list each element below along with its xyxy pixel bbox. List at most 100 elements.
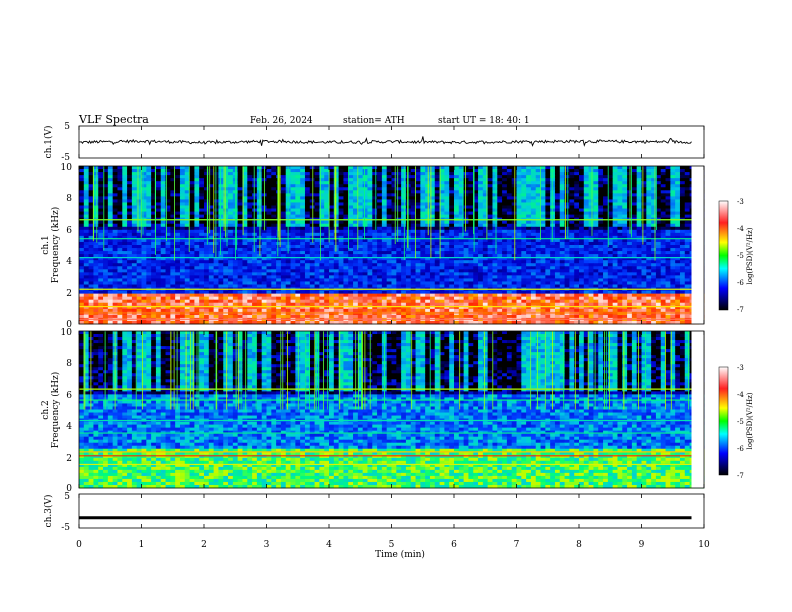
spectrogram-cell: [151, 229, 157, 234]
spectrogram-cell: [675, 202, 681, 206]
spectrogram-cell: [607, 220, 614, 225]
spectrogram-cell: [530, 172, 537, 176]
spectrogram-cell: [252, 235, 258, 240]
spectrogram-cell: [242, 178, 248, 182]
spectrogram-cell: [184, 172, 190, 176]
spectrogram-cell: [112, 205, 118, 209]
spectrogram-cell: [583, 208, 590, 212]
spectrogram-cell: [487, 241, 493, 246]
spectrogram-cell: [506, 272, 513, 276]
spectrogram-cell: [160, 272, 166, 276]
spectrogram-cell: [170, 235, 176, 240]
spectrogram-cell: [463, 181, 469, 185]
spectrogram-cell: [179, 190, 186, 194]
spectrogram-cell: [184, 257, 190, 261]
spectrogram-cell: [228, 211, 234, 216]
spectrogram-cell: [554, 278, 561, 282]
spectrogram-cell: [189, 187, 195, 191]
spectrogram-cell: [468, 257, 474, 261]
spectrogram-cell: [646, 181, 652, 185]
spectrogram-cell: [261, 275, 267, 279]
spectrogram-cell: [665, 266, 671, 270]
spectrogram-cell: [478, 220, 484, 225]
spectrogram-cell: [526, 266, 532, 270]
spectrogram-cell: [550, 196, 556, 200]
spectrogram-cell: [401, 166, 407, 170]
spectrogram-cell: [184, 235, 190, 240]
spectrogram-cell: [386, 184, 392, 188]
spectrogram-cell: [598, 257, 604, 261]
spectrogram-cell: [381, 187, 388, 191]
spectrogram-cell: [660, 175, 666, 179]
spectrogram-cell: [550, 254, 556, 258]
spectrogram-cell: [204, 193, 210, 197]
spectrogram-cell: [458, 169, 465, 173]
spectrogram-cell: [588, 166, 594, 170]
spectrogram-cell: [189, 275, 195, 279]
spectrogram-cell: [506, 226, 513, 231]
spectrogram-cell: [583, 196, 590, 200]
spectrogram-cell: [348, 175, 354, 179]
spectrogram-cell: [444, 205, 450, 209]
spectrogram-cell: [170, 263, 176, 267]
spectrogram-cell: [377, 169, 383, 173]
spectrogram-cell: [146, 269, 152, 273]
spectrogram-cell: [276, 272, 282, 276]
spectrogram-cell: [631, 260, 638, 264]
spectrogram-cell: [660, 254, 666, 258]
spectrogram-cell: [449, 205, 455, 209]
spectrogram-cell: [146, 211, 152, 216]
spectrogram-cell: [550, 211, 556, 216]
spectrogram-cell: [372, 184, 378, 188]
spectrogram-cell: [463, 248, 469, 252]
spectrogram-cell: [280, 275, 287, 279]
spectrogram-cell: [329, 202, 335, 206]
spectrogram-cell: [497, 166, 503, 170]
spectrogram-cell: [429, 208, 436, 212]
spectrogram-cell: [641, 257, 647, 261]
spectrogram-cell: [401, 272, 407, 276]
spectrogram-cell: [655, 223, 662, 228]
spectrogram-cell: [386, 275, 392, 279]
spectrogram-cell: [199, 260, 205, 264]
spectrogram-cell: [506, 269, 513, 273]
spectrogram-cell: [679, 211, 686, 216]
spectrogram-cell: [247, 257, 253, 261]
spectrogram-cell: [554, 175, 561, 179]
spectrogram-cell: [526, 226, 532, 231]
spectrogram-cell: [256, 166, 263, 170]
spectrogram-cell: [93, 184, 99, 188]
spectrogram-cell: [343, 229, 349, 234]
spectrogram-cell: [223, 193, 229, 197]
spectrogram-cell: [314, 169, 320, 173]
spectrogram-cell: [588, 251, 594, 255]
spectrogram-cell: [146, 178, 152, 182]
spectrogram-cell: [545, 172, 551, 176]
spectrogram-cell: [410, 184, 416, 188]
spectrogram-cell: [319, 211, 325, 216]
spectrogram-cell: [506, 178, 513, 182]
spectrogram-cell: [107, 235, 114, 240]
spectrogram-cell: [506, 245, 513, 249]
spectrogram-cell: [651, 187, 657, 191]
spectrogram-cell: [429, 193, 436, 197]
spectrogram-cell: [655, 199, 662, 203]
spectrogram-cell: [343, 235, 349, 240]
spectrogram-cell: [444, 248, 450, 252]
spectrogram-cell: [261, 251, 267, 255]
spectrogram-cell: [184, 260, 190, 264]
spectrogram-cell: [583, 248, 590, 252]
spectrogram-cell: [357, 169, 364, 173]
spectrogram-cell: [526, 178, 532, 182]
spectrogram-cell: [83, 229, 90, 234]
spectrogram-cell: [83, 181, 90, 185]
spectrogram-cell: [487, 266, 493, 270]
spectrogram-cell: [136, 275, 142, 279]
spectrogram-cell: [458, 263, 465, 267]
spectrogram-cell: [511, 175, 517, 179]
spectrogram-cell: [631, 241, 638, 246]
spectrogram-cell: [362, 220, 368, 225]
spectrogram-cell: [564, 172, 570, 176]
spectrogram-cell: [107, 281, 114, 285]
spectrogram-cell: [420, 223, 426, 228]
